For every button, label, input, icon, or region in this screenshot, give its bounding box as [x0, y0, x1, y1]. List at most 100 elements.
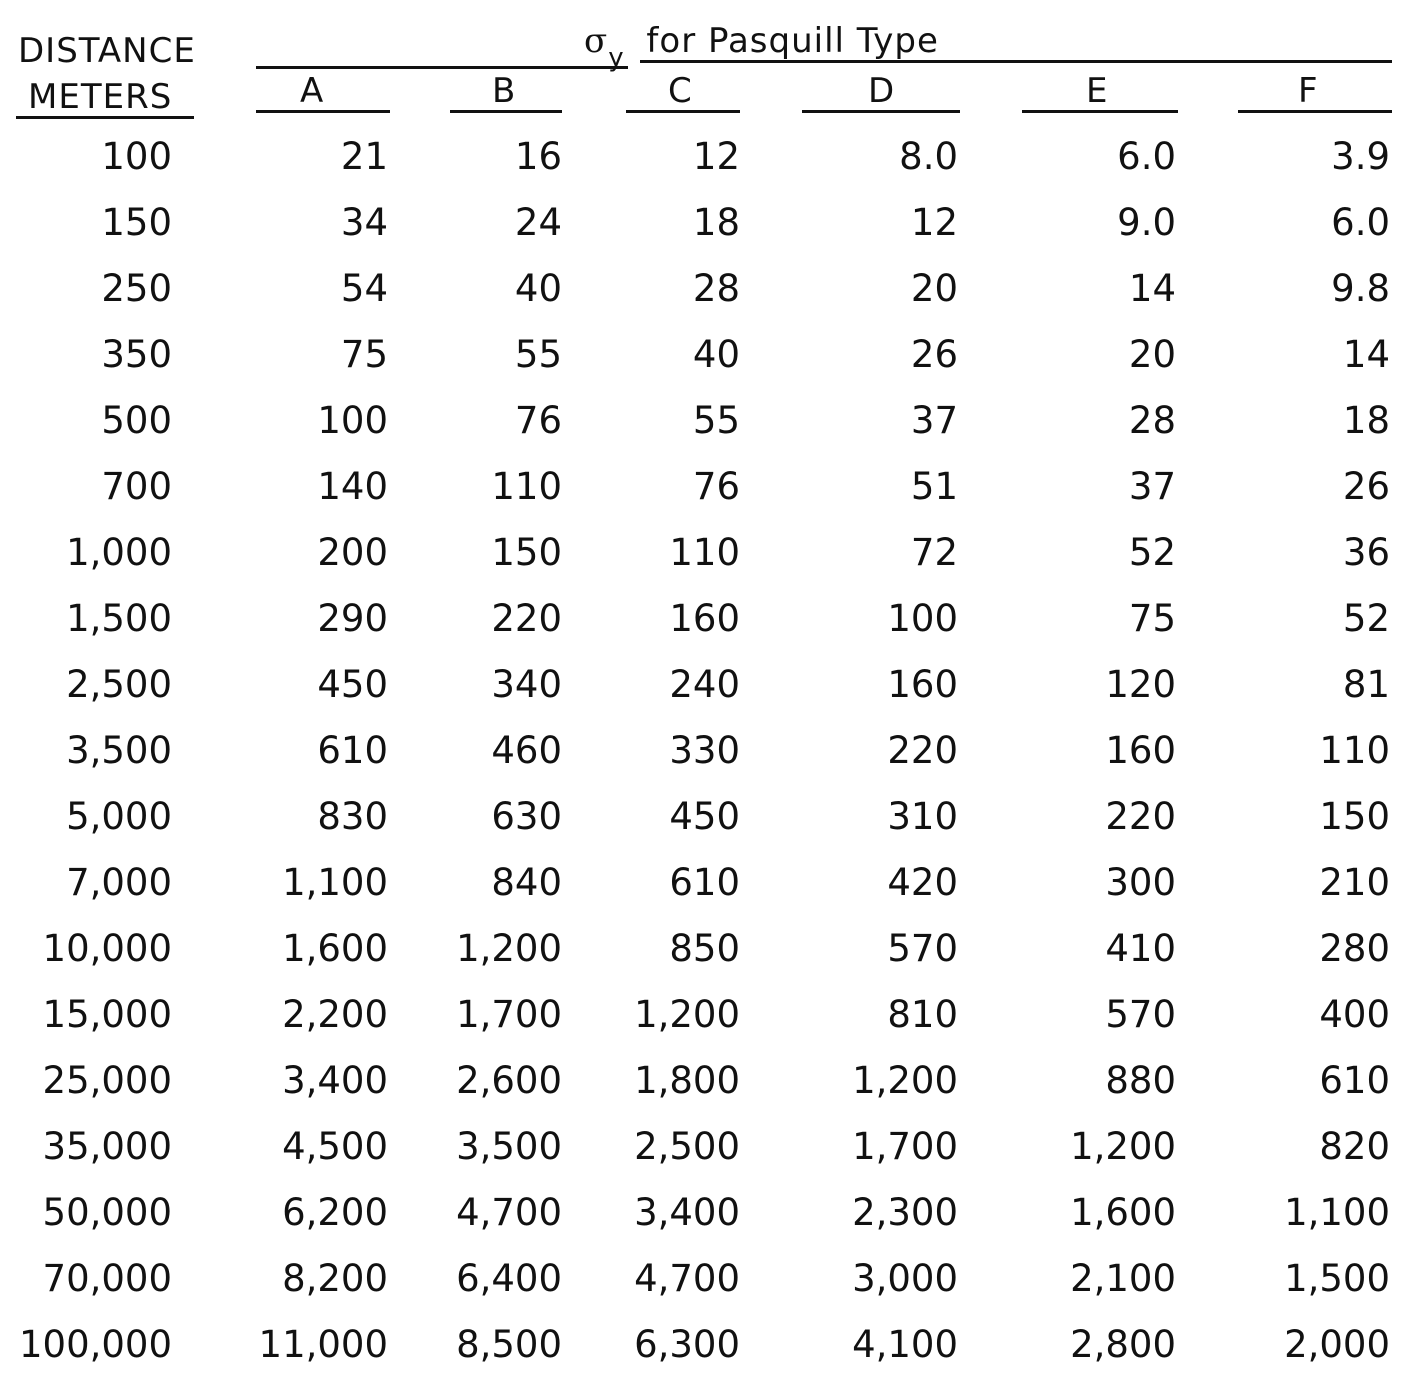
- sigma-cell-a: 450: [317, 663, 388, 706]
- sigma-cell-f: 1,500: [1284, 1257, 1390, 1300]
- sigma-cell-c: 28: [692, 267, 740, 310]
- sigma-cell-e: 2,100: [1070, 1257, 1176, 1300]
- distance-header-line1: DISTANCE: [18, 31, 196, 71]
- sigma-cell-f: 36: [1342, 531, 1390, 574]
- sigma-cell-d: 570: [887, 927, 958, 970]
- sigma-cell-e: 14: [1128, 267, 1176, 310]
- title-rule-left: [256, 66, 628, 69]
- sigma-cell-f: 210: [1319, 861, 1390, 904]
- sigma-cell-c: 18: [692, 201, 740, 244]
- sigma-cell-e: 300: [1105, 861, 1176, 904]
- sigma-cell-b: 630: [491, 795, 562, 838]
- column-header-d: D: [868, 71, 896, 111]
- column-rule-a: [256, 110, 390, 113]
- sigma-cell-a: 21: [340, 135, 388, 178]
- sigma-cell-a: 1,600: [282, 927, 388, 970]
- sigma-cell-b: 16: [514, 135, 562, 178]
- column-header-f: F: [1298, 71, 1319, 111]
- sigma-cell-e: 6.0: [1117, 135, 1176, 178]
- sigma-cell-c: 450: [669, 795, 740, 838]
- sigma-cell-c: 6,300: [634, 1323, 740, 1366]
- distance-cell: 2,500: [66, 663, 172, 706]
- distance-cell: 35,000: [42, 1125, 172, 1168]
- sigma-cell-a: 4,500: [282, 1125, 388, 1168]
- sigma-cell-a: 6,200: [282, 1191, 388, 1234]
- sigma-cell-b: 220: [491, 597, 562, 640]
- sigma-cell-e: 2,800: [1070, 1323, 1176, 1366]
- sigma-cell-e: 1,600: [1070, 1191, 1176, 1234]
- sigma-cell-d: 810: [887, 993, 958, 1036]
- sigma-cell-f: 150: [1319, 795, 1390, 838]
- sigma-cell-d: 160: [887, 663, 958, 706]
- sigma-cell-e: 410: [1105, 927, 1176, 970]
- distance-cell: 15,000: [42, 993, 172, 1036]
- sigma-cell-d: 100: [887, 597, 958, 640]
- sigma-cell-b: 40: [514, 267, 562, 310]
- sigma-cell-d: 1,200: [852, 1059, 958, 1102]
- distance-cell: 1,000: [66, 531, 172, 574]
- sigma-cell-f: 820: [1319, 1125, 1390, 1168]
- sigma-cell-c: 55: [692, 399, 740, 442]
- distance-cell: 50,000: [42, 1191, 172, 1234]
- sigma-cell-f: 52: [1342, 597, 1390, 640]
- sigma-cell-b: 840: [491, 861, 562, 904]
- sigma-cell-e: 37: [1128, 465, 1176, 508]
- column-rule-e: [1022, 110, 1178, 113]
- sigma-cell-f: 2,000: [1284, 1323, 1390, 1366]
- sigma-cell-a: 140: [317, 465, 388, 508]
- sigma-cell-a: 3,400: [282, 1059, 388, 1102]
- sigma-cell-a: 100: [317, 399, 388, 442]
- distance-cell: 5,000: [66, 795, 172, 838]
- sigma-cell-b: 6,400: [456, 1257, 562, 1300]
- sigma-cell-c: 76: [692, 465, 740, 508]
- distance-cell: 25,000: [42, 1059, 172, 1102]
- sigma-cell-c: 240: [669, 663, 740, 706]
- distance-cell: 1,500: [66, 597, 172, 640]
- sigma-cell-b: 24: [514, 201, 562, 244]
- sigma-cell-b: 3,500: [456, 1125, 562, 1168]
- sigma-cell-f: 3.9: [1331, 135, 1390, 178]
- sigma-cell-f: 280: [1319, 927, 1390, 970]
- sigma-cell-c: 1,800: [634, 1059, 740, 1102]
- sigma-cell-a: 8,200: [282, 1257, 388, 1300]
- sigma-cell-d: 2,300: [852, 1191, 958, 1234]
- distance-cell: 100: [101, 135, 172, 178]
- sigma-cell-e: 20: [1128, 333, 1176, 376]
- sigma-cell-c: 4,700: [634, 1257, 740, 1300]
- sigma-cell-f: 9.8: [1331, 267, 1390, 310]
- column-rule-b: [450, 110, 562, 113]
- sigma-cell-e: 570: [1105, 993, 1176, 1036]
- sigma-cell-f: 110: [1319, 729, 1390, 772]
- sigma-cell-b: 1,200: [456, 927, 562, 970]
- sigma-title: σy for Pasquill Type: [584, 21, 939, 71]
- sigma-cell-a: 11,000: [258, 1323, 388, 1366]
- sigma-symbol: σ: [584, 21, 609, 61]
- sigma-cell-b: 460: [491, 729, 562, 772]
- sigma-cell-d: 3,000: [852, 1257, 958, 1300]
- sigma-cell-e: 120: [1105, 663, 1176, 706]
- column-header-b: B: [492, 71, 517, 111]
- sigma-cell-f: 1,100: [1284, 1191, 1390, 1234]
- sigma-cell-e: 75: [1128, 597, 1176, 640]
- sigma-cell-c: 12: [692, 135, 740, 178]
- distance-cell: 250: [101, 267, 172, 310]
- sigma-cell-e: 9.0: [1117, 201, 1176, 244]
- column-rule-d: [802, 110, 960, 113]
- sigma-cell-a: 34: [340, 201, 388, 244]
- sigma-cell-a: 2,200: [282, 993, 388, 1036]
- distance-header-rule: [16, 116, 194, 119]
- sigma-cell-b: 55: [514, 333, 562, 376]
- sigma-cell-e: 880: [1105, 1059, 1176, 1102]
- distance-cell: 350: [101, 333, 172, 376]
- sigma-cell-e: 52: [1128, 531, 1176, 574]
- sigma-cell-e: 160: [1105, 729, 1176, 772]
- sigma-cell-c: 330: [669, 729, 740, 772]
- sigma-cell-e: 1,200: [1070, 1125, 1176, 1168]
- column-rule-c: [626, 110, 740, 113]
- sigma-cell-c: 2,500: [634, 1125, 740, 1168]
- distance-cell: 700: [101, 465, 172, 508]
- sigma-cell-c: 3,400: [634, 1191, 740, 1234]
- column-rule-f: [1238, 110, 1392, 113]
- sigma-cell-f: 26: [1342, 465, 1390, 508]
- distance-cell: 150: [101, 201, 172, 244]
